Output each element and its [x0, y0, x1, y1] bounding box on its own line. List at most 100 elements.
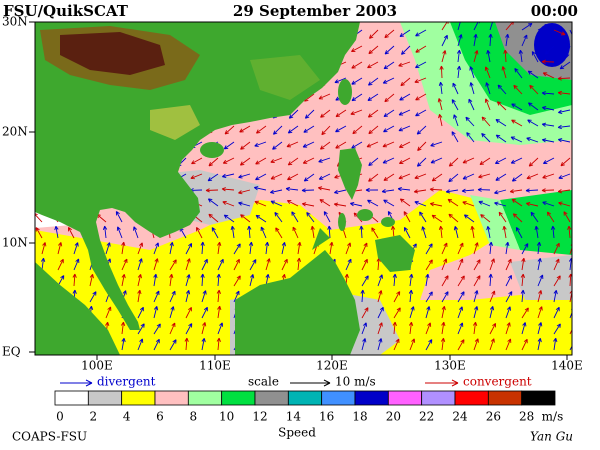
wind-arrow — [351, 29, 363, 38]
wind-arrow — [89, 274, 94, 287]
wind-arrow — [520, 273, 526, 287]
wind-arrow — [65, 109, 75, 120]
wind-arrow — [127, 157, 139, 165]
wind-arrow — [249, 322, 256, 335]
wind-arrow — [473, 275, 481, 287]
wind-arrow — [430, 141, 443, 147]
wind-arrow — [102, 225, 108, 239]
wind-arrow — [81, 157, 91, 167]
lon-label: 100E — [81, 359, 113, 373]
wind-arrow — [473, 290, 479, 303]
wind-arrow — [409, 243, 417, 255]
wind-arrow — [334, 45, 347, 52]
wind-arrow — [230, 225, 235, 239]
wind-arrow — [126, 93, 139, 100]
wind-arrow — [495, 119, 507, 127]
wind-arrow — [505, 241, 510, 255]
wind-arrow — [270, 29, 283, 36]
wind-arrow — [408, 321, 414, 335]
wind-arrow — [477, 187, 491, 192]
speed-patch — [470, 195, 520, 250]
wind-arrow — [381, 189, 395, 194]
wind-arrow — [457, 34, 463, 47]
wind-arrow — [255, 125, 267, 134]
wind-arrow — [265, 273, 270, 287]
wind-arrow — [239, 157, 251, 166]
wind-arrow — [62, 173, 75, 180]
wind-arrow — [94, 157, 107, 164]
wind-arrow — [306, 212, 315, 223]
wind-arrow — [255, 45, 267, 54]
wind-arrow — [486, 225, 491, 239]
wind-arrow — [281, 273, 286, 287]
wind-arrow — [153, 323, 161, 335]
wind-arrow — [166, 225, 172, 239]
wind-arrow — [240, 61, 251, 71]
lat-label: EQ — [2, 345, 21, 359]
wind-arrow — [441, 258, 448, 271]
wind-arrow — [207, 61, 219, 69]
wind-arrow — [371, 227, 379, 239]
wind-arrow — [489, 306, 495, 319]
wind-arrow — [177, 61, 187, 72]
wind-arrow — [281, 305, 286, 319]
wind-arrow — [255, 173, 267, 181]
colorbar-tick: 20 — [386, 410, 401, 424]
wind-arrow — [461, 188, 475, 193]
wind-arrow — [287, 173, 299, 181]
wind-arrow — [264, 241, 270, 255]
wind-arrow — [400, 45, 411, 55]
wind-arrow — [200, 273, 205, 287]
wind-arrow — [341, 226, 347, 239]
wind-arrow — [518, 49, 523, 63]
wind-arrow — [400, 77, 411, 87]
wind-arrow — [169, 273, 174, 287]
wind-arrow — [521, 243, 529, 255]
wind-arrow — [110, 125, 123, 132]
wind-arrow — [511, 119, 523, 127]
wind-arrow — [399, 198, 411, 207]
wind-arrow — [543, 157, 555, 165]
wind-arrow — [270, 173, 283, 180]
legend-scale-value: 10 m/s — [335, 375, 376, 389]
wind-arrow — [361, 258, 368, 271]
wind-arrow — [468, 98, 475, 111]
wind-arrow — [361, 275, 369, 287]
wind-arrow — [297, 338, 303, 351]
wind-arrow — [541, 91, 555, 96]
colorbar-tick: 22 — [419, 410, 434, 424]
wind-arrow — [345, 321, 350, 335]
wind-arrow — [393, 338, 400, 351]
wind-arrow — [536, 33, 541, 47]
wind-arrow — [207, 77, 219, 86]
wind-arrow — [49, 77, 59, 88]
wind-arrow — [121, 273, 126, 287]
wind-arrow — [223, 45, 235, 53]
wind-arrow — [224, 29, 235, 39]
wind-arrow — [63, 199, 75, 207]
wind-arrow — [281, 322, 287, 335]
wind-arrow — [301, 188, 315, 193]
wind-arrow — [329, 241, 334, 255]
wind-arrow — [369, 29, 379, 39]
wind-arrow — [441, 321, 446, 335]
wind-arrow — [439, 65, 444, 79]
wind-arrow — [352, 125, 363, 135]
wind-arrow — [265, 339, 273, 351]
wind-arrow — [201, 322, 207, 335]
wind-arrow — [425, 339, 433, 351]
wind-arrow — [240, 214, 251, 223]
wind-arrow — [387, 211, 395, 223]
wind-arrow — [40, 273, 45, 287]
wind-arrow — [159, 93, 171, 101]
wind-arrow — [344, 289, 350, 303]
wind-arrow — [270, 157, 283, 164]
wind-arrow — [248, 337, 253, 351]
wind-arrow — [457, 275, 465, 287]
wind-arrow — [413, 189, 427, 194]
wind-arrow — [382, 77, 395, 84]
wind-arrow — [185, 306, 192, 319]
wind-arrow — [537, 290, 543, 303]
wind-arrow — [141, 186, 155, 191]
wind-arrow — [112, 141, 123, 151]
